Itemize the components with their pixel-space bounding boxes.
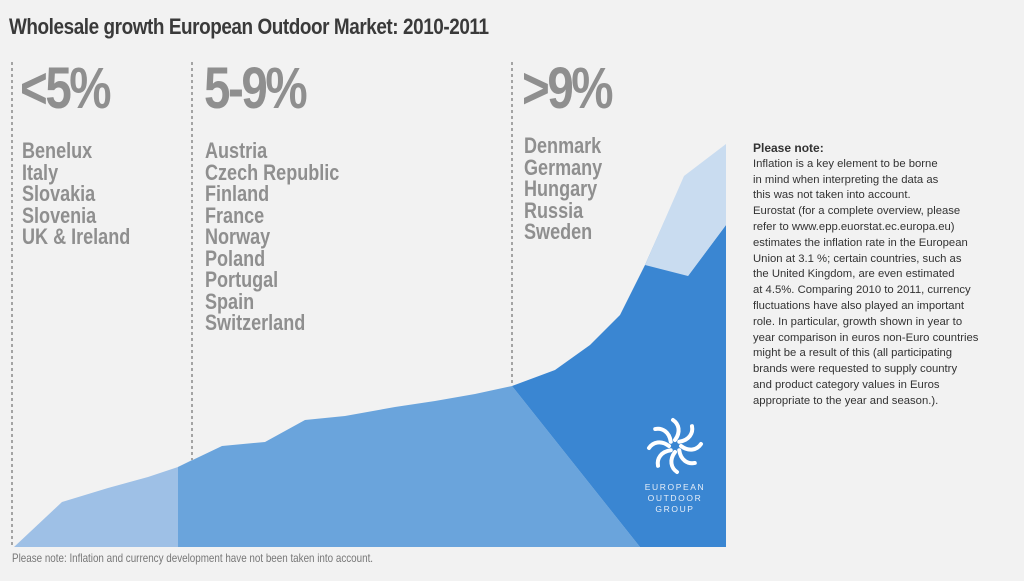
country-item: Slovenia: [22, 202, 97, 228]
country-item: Italy: [22, 159, 59, 185]
band-2-countries: Austria Czech Republic Finland France No…: [205, 140, 339, 334]
country-item: Poland: [205, 245, 266, 271]
country-item: Norway: [205, 224, 271, 249]
country-item: Benelux: [22, 138, 93, 163]
country-item: Germany: [524, 154, 603, 180]
note-line: role. In particular, growth shown in yea…: [753, 315, 963, 328]
note-line: estimates the inflation rate in the Euro…: [753, 236, 968, 249]
country-item: Finland: [205, 181, 270, 206]
note-line: Eurostat (for a complete overview, pleas…: [753, 205, 961, 218]
note-heading: Please note:: [753, 141, 824, 155]
band-3-label: >9%: [522, 56, 614, 121]
country-item: Russia: [524, 197, 584, 223]
note-line: might be a result of this (all participa…: [753, 347, 953, 360]
chart-title: Wholesale growth European Outdoor Market…: [9, 14, 489, 39]
note-line: Union at 3.1 %; certain countries, such …: [753, 252, 962, 265]
area-band-1: [14, 460, 192, 547]
note-line: in mind when interpreting the data as: [753, 173, 939, 186]
country-item: Hungary: [524, 176, 598, 201]
country-item: Austria: [205, 138, 268, 163]
note-line: fluctuations have also played an importa…: [753, 299, 965, 312]
note-line: appropriate to the year and season.).: [753, 394, 939, 407]
note-line: the United Kingdom, are even estimated: [753, 268, 955, 281]
band-1-label: <5%: [20, 56, 112, 121]
note-line: brands were requested to supply country: [753, 363, 958, 376]
note-line: Inflation is a key element to be borne: [753, 157, 938, 170]
band-1-countries: Benelux Italy Slovakia Slovenia UK & Ire…: [22, 140, 130, 248]
logo: EUROPEAN OUTDOOR GROUP: [640, 415, 710, 515]
country-item: Denmark: [524, 133, 602, 158]
logo-line: GROUP: [655, 504, 695, 514]
inflation-note: Please note: Inflation is a key element …: [753, 141, 1015, 410]
country-item: France: [205, 202, 265, 228]
flower-icon: [647, 418, 703, 474]
band-3-countries: Denmark Germany Hungary Russia Sweden: [524, 135, 602, 243]
country-item: Slovakia: [22, 181, 96, 206]
area-upper-range: [645, 144, 726, 276]
band-2-label: 5-9%: [204, 56, 308, 121]
logo-line: EUROPEAN: [644, 482, 706, 492]
note-line: at 4.5%. Comparing 2010 to 2011, currenc…: [753, 284, 971, 297]
note-line: refer to www.epp.euorstat.ec.europa.eu): [753, 220, 955, 233]
note-line: this was not taken into account.: [753, 189, 911, 202]
note-line: and product category values in Euros: [753, 378, 940, 391]
note-line: year comparison in euros non-Euro countr…: [753, 331, 979, 344]
country-item: Spain: [205, 288, 255, 314]
country-item: Switzerland: [205, 310, 306, 335]
country-item: Sweden: [524, 219, 593, 244]
country-item: UK & Ireland: [22, 224, 131, 249]
logo-line: OUTDOOR: [647, 493, 703, 503]
area-band-2: [178, 386, 640, 547]
country-item: Czech Republic: [205, 159, 340, 185]
country-item: Portugal: [205, 267, 279, 292]
footnote: Please note: Inflation and currency deve…: [12, 551, 374, 565]
